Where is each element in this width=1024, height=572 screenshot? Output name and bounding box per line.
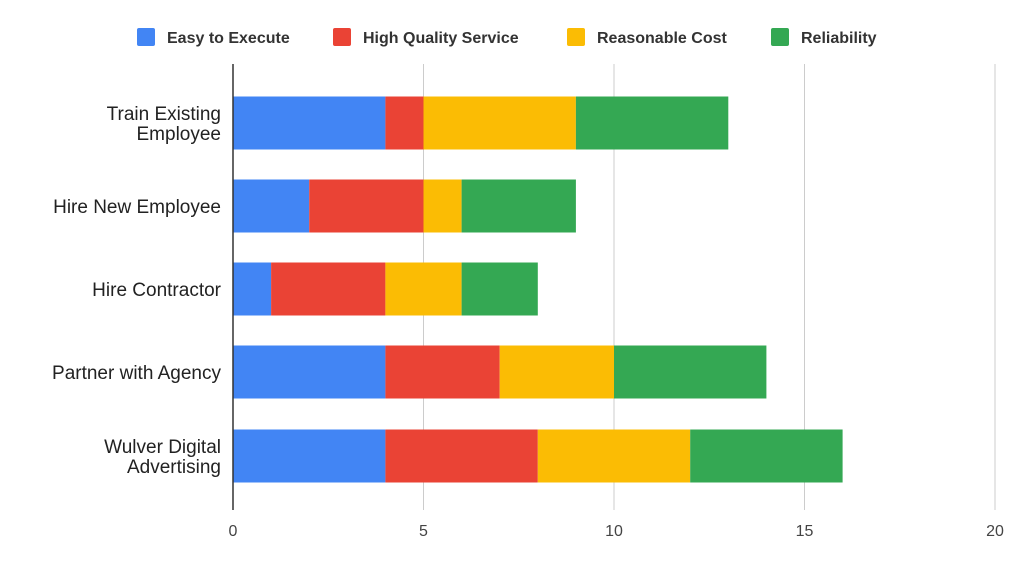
legend-label: Easy to Execute: [167, 30, 290, 47]
bars: [233, 96, 843, 483]
bar-segment-high-quality-service: [385, 345, 500, 399]
category-label: Hire Contractor: [92, 280, 221, 301]
legend-label: High Quality Service: [363, 30, 519, 47]
bar-segment-easy-to-execute: [233, 429, 386, 483]
x-tick-label: 5: [419, 523, 428, 540]
bar-segment-reasonable-cost: [423, 96, 576, 150]
x-tick-label: 0: [229, 523, 238, 540]
legend-swatch-high-quality-service: [333, 28, 351, 46]
legend: Easy to Execute High Quality Service Reaso…: [137, 28, 877, 47]
bar-segment-reliability: [614, 345, 767, 399]
category-label: Hire New Employee: [53, 197, 221, 218]
bar-segment-high-quality-service: [385, 96, 424, 150]
category-label: Employee: [137, 124, 222, 145]
x-tick-label: 10: [605, 523, 623, 540]
legend-label: Reasonable Cost: [597, 30, 727, 47]
bar-segment-high-quality-service: [309, 179, 424, 233]
x-tick-label: 20: [986, 523, 1004, 540]
bar-segment-reliability: [575, 96, 729, 150]
bar-segment-reliability: [461, 179, 576, 233]
legend-swatch-reliability: [771, 28, 789, 46]
bar-segment-high-quality-service: [385, 429, 538, 483]
bar-segment-easy-to-execute: [233, 179, 310, 233]
legend-swatch-reasonable-cost: [567, 28, 585, 46]
category-label: Wulver Digital: [104, 437, 221, 458]
x-tick-label: 15: [796, 523, 814, 540]
bar-segment-easy-to-execute: [233, 345, 386, 399]
bar-segment-reasonable-cost: [385, 262, 462, 316]
bar-segment-high-quality-service: [271, 262, 386, 316]
bar-segment-easy-to-execute: [233, 96, 386, 150]
bar-segment-reasonable-cost: [537, 429, 691, 483]
bar-segment-easy-to-execute: [233, 262, 272, 316]
category-label: Partner with Agency: [52, 363, 221, 384]
bar-segment-reliability: [461, 262, 538, 316]
bar-segment-reasonable-cost: [423, 179, 462, 233]
category-label: Advertising: [127, 457, 221, 478]
legend-label: Reliability: [801, 30, 877, 47]
bar-segment-reliability: [690, 429, 843, 483]
x-tick-labels: 0 5 10 15 20: [229, 523, 1004, 540]
legend-swatch-easy-to-execute: [137, 28, 155, 46]
bar-segment-reasonable-cost: [499, 345, 614, 399]
category-label: Train Existing: [107, 104, 221, 125]
